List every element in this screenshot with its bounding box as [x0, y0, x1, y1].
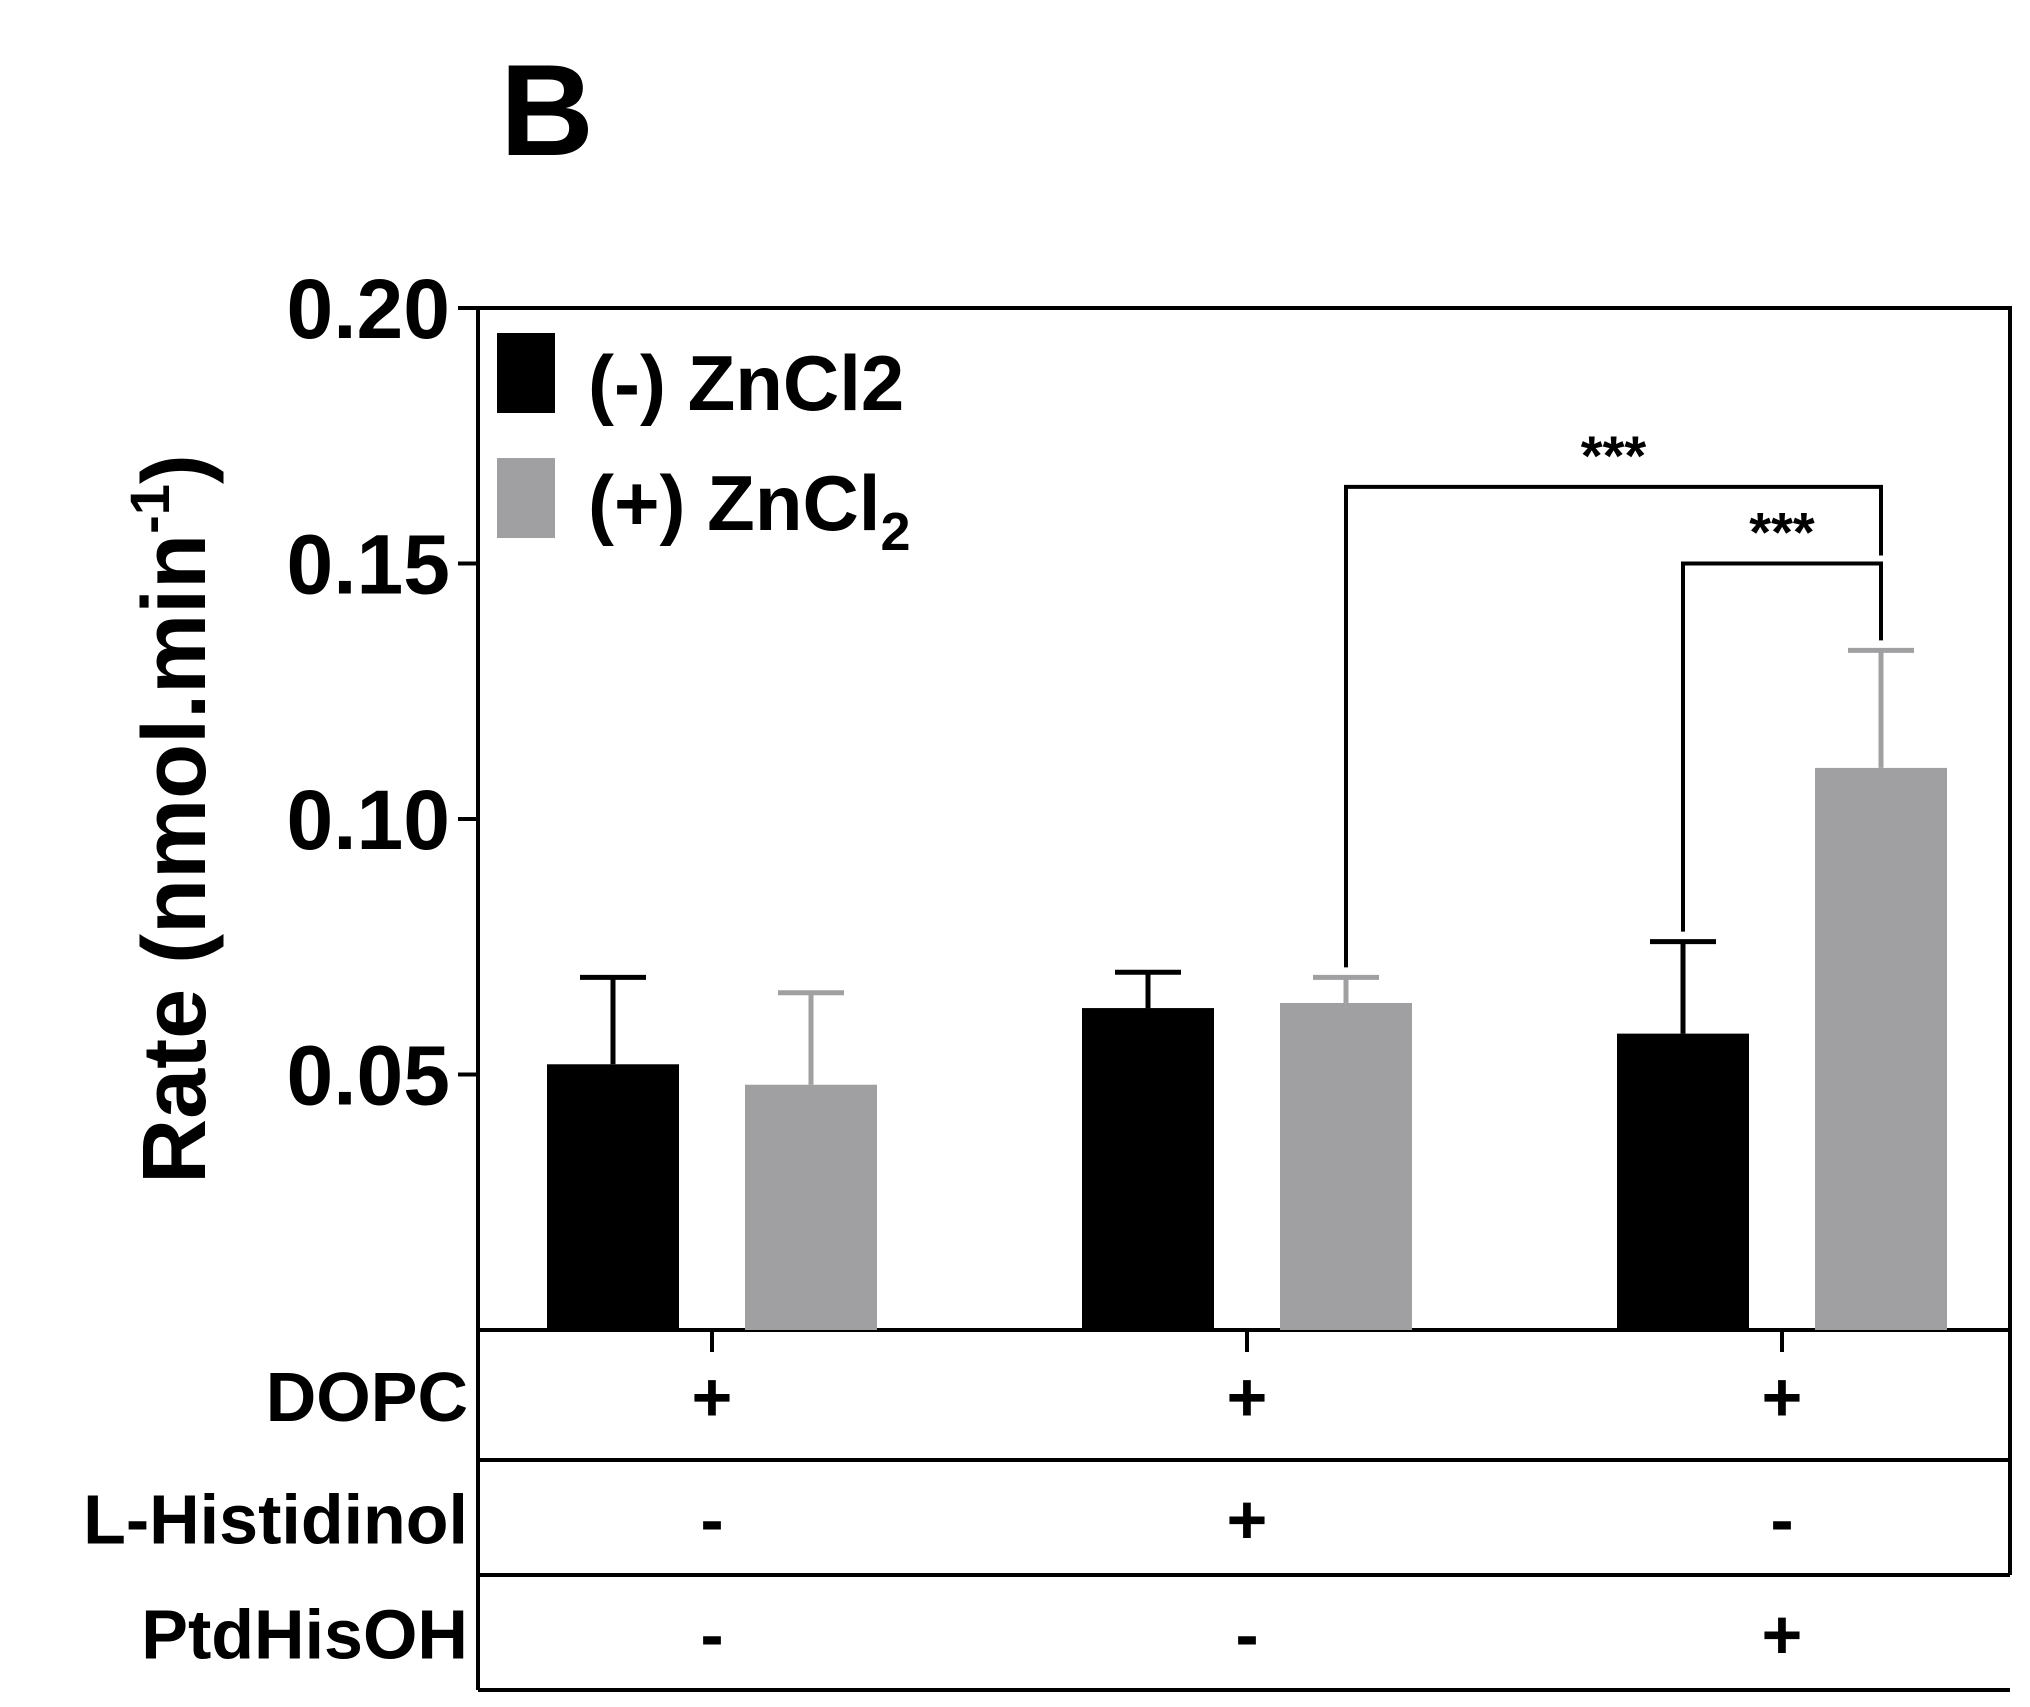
legend-label-minus-zn: (-) ZnCl2 [588, 339, 904, 427]
legend-swatch-minus-zn [497, 333, 555, 413]
panel-label: B [500, 37, 594, 183]
significance-bracket [1681, 561, 1883, 932]
table-cell: + [1227, 1358, 1268, 1436]
y-tick-label: 0.05 [287, 1029, 451, 1123]
bar [745, 1084, 877, 1330]
legend: (-) ZnCl2 (+) ZnCl2 [497, 333, 911, 562]
legend-label-plus-zn: (+) ZnCl2 [588, 459, 911, 562]
table-cell: + [1762, 1596, 1803, 1674]
y-tick-label: 0.10 [287, 773, 451, 867]
bar [1280, 1002, 1412, 1330]
y-axis-label-main: Rate (nmol.min [125, 534, 225, 1184]
table-cell: - [1770, 1481, 1793, 1559]
table-row-label: PtdHisOH [141, 1596, 468, 1674]
table-cell: + [1762, 1358, 1803, 1436]
table-cell: - [700, 1481, 723, 1559]
y-tick-label: 0.15 [287, 518, 451, 612]
table-cell: + [1227, 1481, 1268, 1559]
y-axis-ticks: 0.05 0.10 0.15 0.20 [287, 262, 478, 1123]
y-axis-label-superscript: -1 [118, 484, 181, 534]
condition-table: DOPC + + + L-Histidinol - + - PtdHisOH - - + [83, 1330, 2012, 1692]
bar [1617, 1033, 1749, 1330]
y-tick-label: 0.20 [287, 262, 451, 356]
bar [1082, 1008, 1214, 1330]
bar [1815, 767, 1947, 1330]
bar [547, 1064, 679, 1330]
legend-label-plus-zn-text: (+) ZnCl [588, 459, 880, 547]
significance-label: *** [1581, 424, 1647, 487]
table-cell: + [692, 1358, 733, 1436]
y-axis-label: Rate (nmol.min-1) [118, 454, 225, 1184]
significance-label: *** [1749, 501, 1815, 564]
legend-swatch-plus-zn [497, 458, 555, 538]
error-bars [580, 647, 1914, 1085]
significance-brackets: *** *** [1344, 424, 1883, 968]
y-axis-label-close: ) [125, 454, 225, 484]
table-row-label: L-Histidinol [83, 1481, 468, 1559]
table-cell: - [1235, 1596, 1258, 1674]
bars [547, 767, 1947, 1330]
legend-label-plus-zn-subscript: 2 [880, 502, 910, 562]
table-cell: - [700, 1596, 723, 1674]
significance-bracket [1344, 484, 1883, 968]
table-row-label: DOPC [266, 1358, 468, 1436]
